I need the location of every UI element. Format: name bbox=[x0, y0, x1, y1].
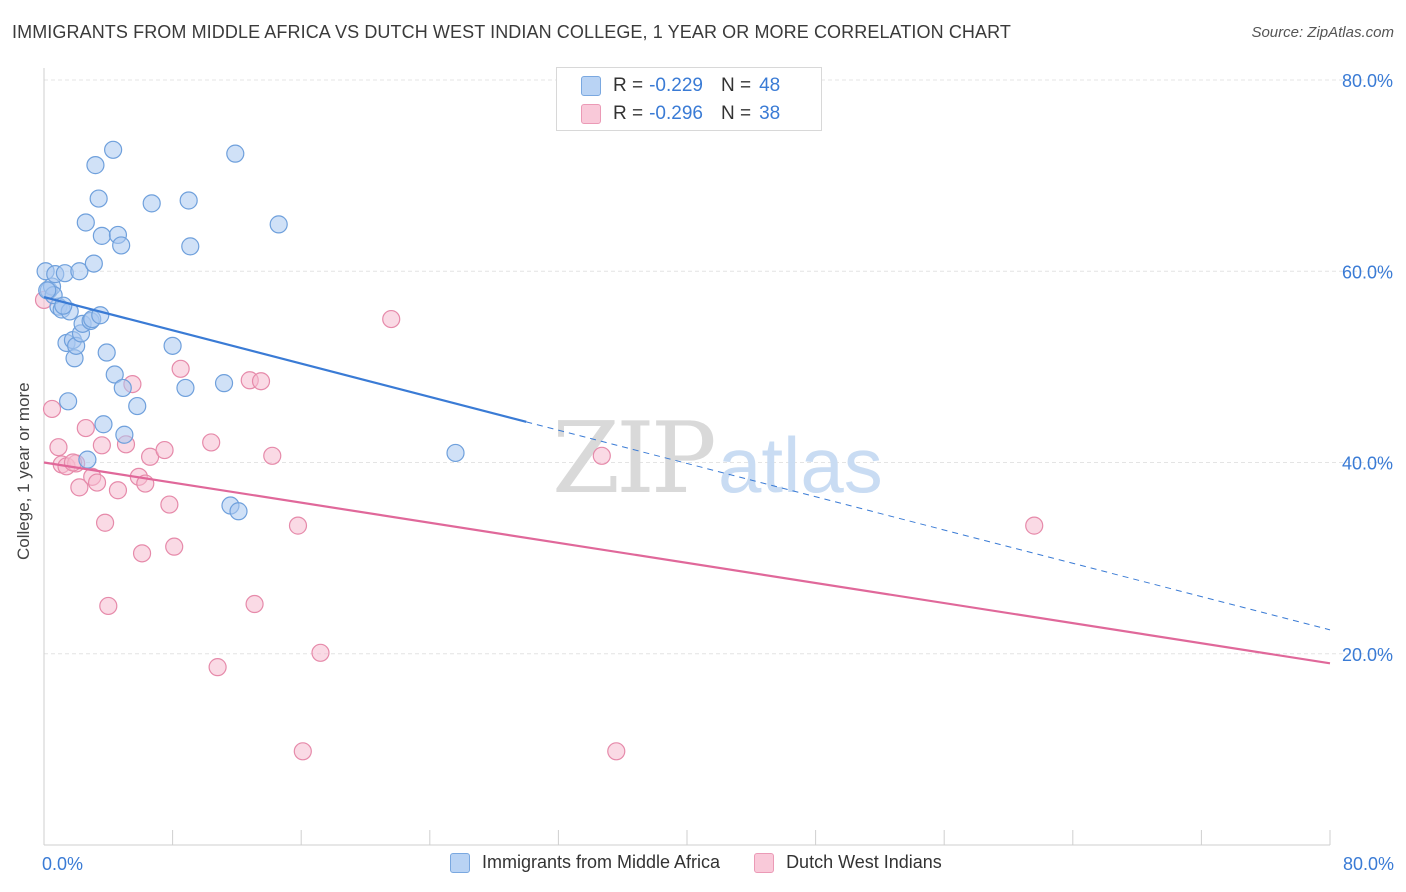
data-point-dutch-west-indians bbox=[592, 446, 611, 465]
r-label: R = bbox=[613, 103, 644, 124]
data-point-dutch-west-indians bbox=[132, 544, 152, 563]
r-value: -0.229 bbox=[649, 75, 703, 96]
data-point-dutch-west-indians bbox=[293, 742, 312, 761]
legend-label: Dutch West Indians bbox=[786, 852, 942, 872]
legend-item-middle-africa[interactable]: Immigrants from Middle Africa bbox=[450, 852, 720, 873]
data-point-dutch-west-indians bbox=[251, 372, 271, 391]
chart-title: IMMIGRANTS FROM MIDDLE AFRICA VS DUTCH W… bbox=[12, 22, 1011, 42]
n-label: N = bbox=[720, 103, 752, 124]
legend-row-dutch-west-indians: R = -0.296 N = 38 bbox=[581, 102, 780, 126]
watermark-zip: ZIP bbox=[552, 402, 714, 516]
data-point-middle-africa bbox=[105, 365, 124, 384]
data-point-dutch-west-indians bbox=[95, 513, 115, 532]
data-point-middle-africa bbox=[142, 194, 161, 213]
data-point-middle-africa bbox=[86, 156, 105, 175]
data-point-middle-africa bbox=[176, 378, 195, 398]
data-point-middle-africa bbox=[94, 415, 113, 434]
data-point-dutch-west-indians bbox=[607, 742, 626, 761]
data-point-middle-africa bbox=[115, 425, 134, 444]
y-tick-label: 80.0% bbox=[1342, 71, 1393, 91]
data-point-dutch-west-indians bbox=[1025, 516, 1044, 535]
data-point-middle-africa bbox=[269, 215, 288, 234]
data-point-dutch-west-indians bbox=[76, 418, 95, 438]
data-point-dutch-west-indians bbox=[382, 309, 401, 329]
data-point-dutch-west-indians bbox=[165, 537, 184, 556]
data-point-middle-africa bbox=[76, 213, 95, 232]
data-point-middle-africa bbox=[229, 502, 248, 521]
correlation-legend: R = -0.229 N = 48 R = -0.296 N = 38 bbox=[556, 67, 822, 131]
r-value: -0.296 bbox=[649, 103, 703, 124]
data-point-dutch-west-indians bbox=[99, 596, 118, 616]
data-point-dutch-west-indians bbox=[42, 399, 62, 419]
data-point-dutch-west-indians bbox=[160, 495, 179, 514]
pink-swatch bbox=[581, 104, 601, 124]
n-value: 48 bbox=[759, 75, 781, 96]
trendline-middle-africa bbox=[43, 296, 527, 423]
r-label: R = bbox=[613, 75, 644, 96]
data-point-middle-africa bbox=[92, 226, 111, 245]
data-point-middle-africa bbox=[214, 374, 234, 393]
data-point-dutch-west-indians bbox=[70, 478, 89, 497]
x-tick-label-min: 0.0% bbox=[42, 854, 83, 874]
data-point-middle-africa bbox=[181, 237, 200, 256]
data-point-dutch-west-indians bbox=[208, 658, 227, 677]
data-point-dutch-west-indians bbox=[108, 481, 128, 500]
trendline-dutch-west-indians bbox=[43, 461, 1331, 665]
data-point-dutch-west-indians bbox=[311, 643, 330, 662]
pink-swatch bbox=[754, 852, 775, 873]
blue-swatch bbox=[581, 76, 601, 96]
blue-swatch bbox=[450, 852, 470, 873]
data-point-dutch-west-indians bbox=[263, 446, 282, 465]
data-point-dutch-west-indians bbox=[288, 516, 308, 535]
y-axis-label: College, 1 year or more bbox=[14, 382, 33, 560]
data-point-dutch-west-indians bbox=[49, 438, 68, 457]
y-tick-label: 20.0% bbox=[1342, 645, 1393, 665]
data-point-middle-africa bbox=[226, 144, 245, 163]
data-point-middle-africa bbox=[113, 378, 132, 398]
data-point-middle-africa bbox=[128, 396, 147, 416]
data-point-middle-africa bbox=[78, 450, 97, 469]
data-point-middle-africa bbox=[97, 343, 116, 362]
source-credit: Source: ZipAtlas.com bbox=[1251, 24, 1394, 41]
data-point-middle-africa bbox=[179, 191, 198, 210]
series-legend: Immigrants from Middle Africa Dutch West… bbox=[450, 852, 976, 873]
legend-row-middle-africa: R = -0.229 N = 48 bbox=[581, 74, 780, 98]
data-point-dutch-west-indians bbox=[155, 440, 174, 460]
data-point-middle-africa bbox=[38, 281, 57, 300]
data-point-dutch-west-indians bbox=[87, 473, 107, 492]
n-label: N = bbox=[720, 75, 752, 96]
legend-label: Immigrants from Middle Africa bbox=[482, 852, 721, 872]
data-point-middle-africa bbox=[84, 254, 103, 273]
data-point-dutch-west-indians bbox=[245, 594, 264, 614]
data-point-middle-africa bbox=[446, 443, 465, 463]
data-point-middle-africa bbox=[89, 189, 108, 208]
data-point-dutch-west-indians bbox=[171, 359, 190, 378]
data-point-middle-africa bbox=[59, 392, 78, 411]
legend-item-dutch-west-indians[interactable]: Dutch West Indians bbox=[754, 852, 942, 873]
data-point-middle-africa bbox=[70, 262, 89, 281]
trendline-middle-africa-extension bbox=[526, 421, 1331, 631]
n-value: 38 bbox=[759, 103, 781, 124]
data-point-middle-africa bbox=[163, 336, 182, 355]
data-point-middle-africa bbox=[112, 236, 131, 255]
data-point-middle-africa bbox=[104, 140, 123, 159]
data-point-dutch-west-indians bbox=[92, 436, 111, 455]
watermark-atlas: atlas bbox=[718, 421, 883, 509]
y-tick-label: 40.0% bbox=[1342, 454, 1393, 474]
data-point-dutch-west-indians bbox=[202, 433, 221, 452]
y-tick-label: 60.0% bbox=[1342, 262, 1393, 282]
x-tick-label-max: 80.0% bbox=[1343, 854, 1394, 874]
